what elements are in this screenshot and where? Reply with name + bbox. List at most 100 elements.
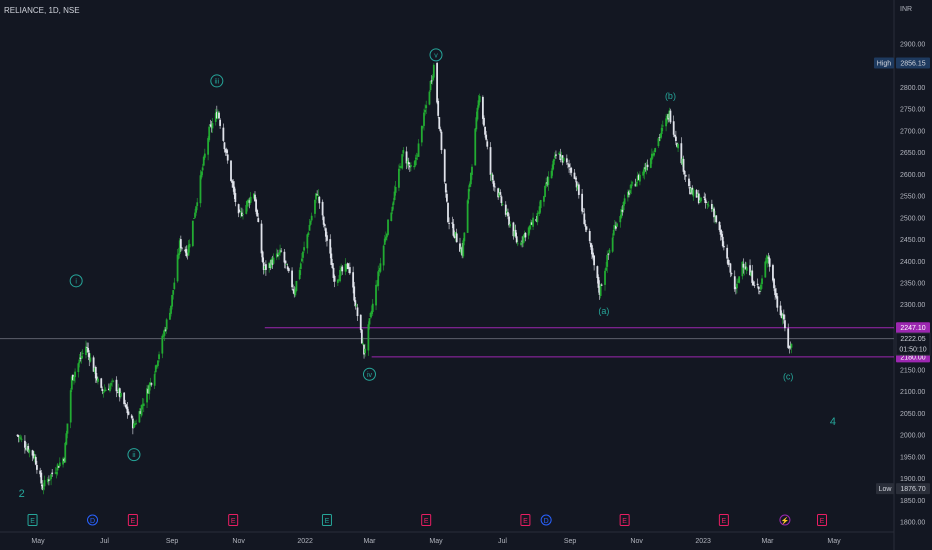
candle-body [420,125,423,143]
candle-body [141,403,144,405]
candle-body [359,314,362,331]
candle-body [276,254,279,256]
candle-body [682,158,685,172]
candle-body [370,310,373,314]
event-marker [421,514,432,526]
candle-body [649,158,652,168]
candle-body [508,216,510,226]
candle-body [196,202,199,206]
candle-body [407,162,410,164]
candle-body [285,264,288,266]
candle-body [486,141,489,147]
candle-body [644,167,647,170]
candle-body [584,224,587,227]
candle-body [528,225,531,230]
event-marker [127,514,138,526]
candle-body [268,262,271,269]
candle-body [226,154,229,161]
candle-body [619,216,622,223]
candle-body [93,367,96,372]
candle-body [324,228,327,237]
candle-body [185,249,188,257]
candle-body [63,459,66,461]
candle-body [338,279,340,281]
candle-body [272,257,275,264]
candle-body [112,380,115,382]
candle-body [744,266,747,270]
candle-body [135,423,138,424]
wave-label: ii [132,452,136,459]
candle-body [745,267,748,271]
wave-label: (c) [783,371,794,381]
event-marker [228,514,239,526]
candle-body [504,204,507,215]
candle-body [406,160,409,166]
candle-body [69,390,72,423]
candle-body [438,117,441,129]
price-tick-label: 2400.00 [900,259,925,266]
low-value: 1876.70 [900,486,925,493]
candle-body [191,220,194,247]
candle-body [379,263,382,272]
event-letter: E [424,518,429,525]
candle-body [428,91,431,105]
candle-body [631,182,634,184]
candle-body [719,229,722,235]
candle-body [622,202,625,211]
high-value-bg [896,57,930,69]
candle-body [17,435,20,437]
candle-body [329,239,332,254]
candle-body [264,264,267,270]
candle-body [585,226,588,230]
candle-body [87,348,90,353]
candle-body [330,253,333,265]
candle-body [698,200,701,203]
candle-body [142,403,145,407]
event-marker [321,514,332,526]
price-tick-label: 2700.00 [900,128,925,135]
candle-body [780,313,783,319]
candle-body [581,193,584,212]
candle-body [764,261,767,278]
candle-body [28,449,31,453]
candle-body [700,197,702,202]
candle-body [537,212,540,214]
candle-body [423,112,425,126]
candle-body [605,267,608,271]
candle-body [163,329,166,336]
candle-body [408,165,411,168]
candle-body [172,290,175,295]
event-marker [27,514,38,526]
price-tick-label: 2650.00 [900,150,925,157]
candle-body [367,324,370,351]
candle-body [680,143,683,164]
candle-body [727,259,730,265]
candle-body [410,165,412,167]
candle-body [56,464,59,471]
candle-body [646,164,649,168]
candle-body [253,193,255,199]
candle-body [637,174,640,180]
candle-body [207,138,210,155]
wave-label: 2 [19,488,25,500]
price-tick-label: 1850.00 [900,498,925,505]
candle-body [490,174,493,176]
candle-body [336,279,339,283]
event-marker [540,514,552,526]
candle-body [233,186,236,195]
candle-body [201,167,204,171]
candle-body [103,389,106,392]
wave-label-circle [69,274,83,288]
candle-body [299,263,302,270]
candle-body [690,188,693,193]
candle-body [607,253,610,255]
candle-body [402,150,405,154]
candle-body [703,196,706,198]
candle-body [230,160,232,182]
candle-body [238,211,241,212]
candle-body [779,305,782,316]
candle-body [720,234,723,237]
candle-body [466,200,469,233]
candle-body [25,447,27,450]
